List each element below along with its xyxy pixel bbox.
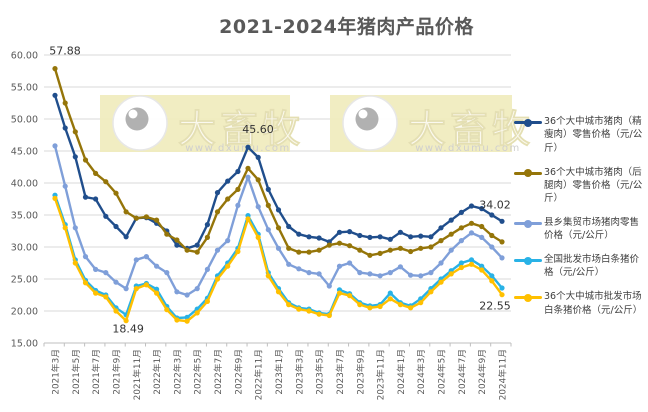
- svg-text:22.55: 22.55: [479, 300, 511, 313]
- series-1: [52, 66, 505, 258]
- svg-text:2022年7月: 2022年7月: [212, 349, 224, 395]
- svg-text:2024年11月: 2024年11月: [497, 349, 509, 400]
- y-axis-labels: 60.00 55.00 50.00 45.00 40.00 35.00 30.00 25.00…: [11, 51, 38, 350]
- svg-text:20.00: 20.00: [11, 307, 38, 318]
- svg-text:2024年3月: 2024年3月: [415, 349, 427, 395]
- svg-text:2023年7月: 2023年7月: [334, 349, 346, 395]
- svg-text:2021年3月: 2021年3月: [50, 349, 62, 395]
- x-axis-ticks: [43, 343, 512, 347]
- svg-text:15.00: 15.00: [11, 339, 38, 350]
- legend-label: 县乡集贸市场猪肉零售价格（元/公斤）: [544, 217, 640, 242]
- legend-marker-line-dot: [514, 169, 542, 178]
- svg-text:40.00: 40.00: [11, 179, 38, 190]
- chart-title: 2021-2024年猪肉产品价格: [219, 16, 474, 38]
- svg-text:2024年7月: 2024年7月: [456, 349, 468, 395]
- legend-label: 36个大中城市猪肉（精瘦肉）零售价格（元/公斤）: [544, 116, 643, 154]
- svg-text:2023年3月: 2023年3月: [293, 349, 305, 395]
- svg-text:18.49: 18.49: [112, 323, 144, 336]
- x-axis-labels: 2021年3月 2021年5月 2021年7月 2021年9月 2021年11月 2022…: [50, 349, 509, 400]
- svg-text:50.00: 50.00: [11, 115, 38, 126]
- svg-text:57.88: 57.88: [49, 45, 81, 58]
- svg-text:2021年11月: 2021年11月: [131, 349, 143, 400]
- svg-text:2023年1月: 2023年1月: [273, 349, 285, 395]
- svg-text:www.dxumu.com: www.dxumu.com: [415, 143, 521, 154]
- svg-text:25.00: 25.00: [11, 275, 38, 286]
- svg-text:45.00: 45.00: [11, 147, 38, 158]
- svg-text:30.00: 30.00: [11, 243, 38, 254]
- svg-text:2023年9月: 2023年9月: [354, 349, 366, 395]
- svg-text:2022年9月: 2022年9月: [232, 349, 244, 395]
- svg-text:2024年1月: 2024年1月: [395, 349, 407, 395]
- legend-marker-line-dot: [514, 256, 542, 265]
- svg-text:34.02: 34.02: [479, 198, 511, 211]
- svg-text:45.60: 45.60: [242, 123, 274, 136]
- svg-text:60.00: 60.00: [11, 51, 38, 62]
- svg-text:2022年11月: 2022年11月: [253, 349, 265, 400]
- legend-item-quanguo-pifa: 全国批发市场白条猪价格（元/公斤）: [514, 253, 646, 279]
- legend-item-xianxiang: 县乡集贸市场猪肉零售价格（元/公斤）: [514, 216, 646, 242]
- svg-text:35.00: 35.00: [11, 211, 38, 222]
- svg-text:2021年7月: 2021年7月: [90, 349, 102, 395]
- svg-text:2023年5月: 2023年5月: [314, 349, 326, 395]
- svg-text:2021年9月: 2021年9月: [110, 349, 122, 395]
- svg-text:大畜牧: 大畜牧: [178, 107, 304, 151]
- series-4: [52, 195, 505, 324]
- data-labels: 57.88 45.60 34.02 18.49 22.55: [49, 45, 511, 336]
- legend-label: 全国批发市场白条猪价格（元/公斤）: [544, 254, 640, 279]
- svg-text:2022年5月: 2022年5月: [192, 349, 204, 395]
- legend-marker-line-dot: [514, 293, 542, 302]
- svg-text:2022年3月: 2022年3月: [171, 349, 183, 395]
- svg-text:2022年1月: 2022年1月: [151, 349, 163, 395]
- svg-text:2021年5月: 2021年5月: [70, 349, 82, 395]
- series-2: [52, 143, 505, 298]
- svg-text:2023年11月: 2023年11月: [375, 349, 387, 400]
- chart-legend: 36个大中城市猪肉（精瘦肉）零售价格（元/公斤） 36个大中城市猪肉（后腿肉）零…: [514, 48, 646, 384]
- svg-text:大畜牧: 大畜牧: [408, 107, 534, 151]
- svg-text:2024年9月: 2024年9月: [476, 349, 488, 395]
- legend-marker-line-dot: [514, 219, 542, 228]
- legend-item-jingshourou: 36个大中城市猪肉（精瘦肉）零售价格（元/公斤）: [514, 115, 646, 154]
- legend-label: 36个大中城市批发市场白条猪价格（元/公斤）: [544, 291, 643, 316]
- svg-text:www.dxumu.com: www.dxumu.com: [185, 143, 291, 154]
- svg-text:2024年5月: 2024年5月: [436, 349, 448, 395]
- legend-marker-line-dot: [514, 118, 542, 127]
- svg-text:55.00: 55.00: [11, 83, 38, 94]
- legend-item-36city-pifa: 36个大中城市批发市场白条猪价格（元/公斤）: [514, 290, 646, 316]
- legend-item-houtuirou: 36个大中城市猪肉（后腿肉）零售价格（元/公斤）: [514, 166, 646, 205]
- legend-label: 36个大中城市猪肉（后腿肉）零售价格（元/公斤）: [544, 166, 643, 204]
